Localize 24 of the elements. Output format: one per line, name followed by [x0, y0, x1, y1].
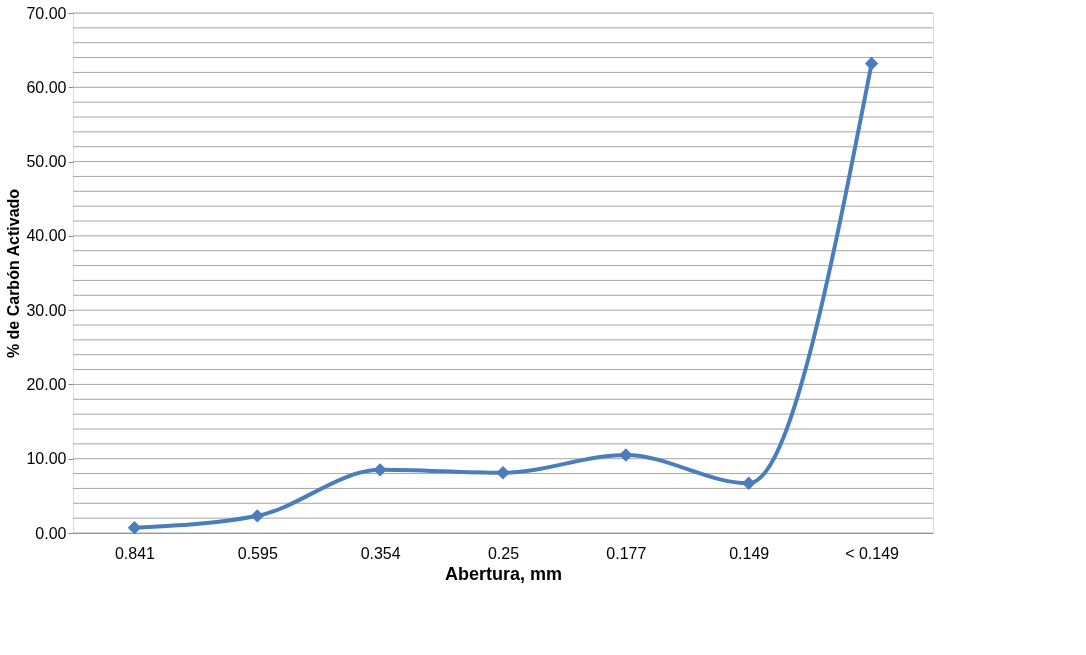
y-axis-title: % de Carbón Activado — [5, 188, 23, 359]
point — [127, 521, 142, 535]
y-tick-label: 40.00 — [26, 227, 67, 245]
point — [742, 476, 756, 490]
x-tick-label: 0.595 — [237, 544, 278, 562]
x-tick-label: 0.177 — [606, 544, 647, 562]
point — [250, 509, 264, 523]
x-tick-label: < 0.149 — [845, 544, 900, 562]
y-tick-label: 10.00 — [26, 450, 67, 468]
point — [864, 56, 879, 71]
y-tick-label: 30.00 — [26, 301, 67, 319]
y-tick-label: 70.00 — [26, 4, 67, 22]
x-tick-label: 0.354 — [360, 544, 401, 562]
y-tick-label: 60.00 — [26, 78, 67, 96]
point — [373, 463, 387, 477]
x-tick-label: 0.841 — [114, 544, 156, 562]
x-tick-label: 0.149 — [729, 544, 770, 562]
y-tick-label: 0.00 — [35, 524, 67, 542]
x-tick-label: 0.25 — [487, 544, 520, 562]
y-tick-label: 50.00 — [26, 153, 67, 171]
point — [619, 448, 633, 462]
y-tick-label: 20.00 — [26, 375, 67, 393]
point — [496, 466, 510, 480]
x-axis-title: Abertura, mm — [444, 563, 563, 584]
